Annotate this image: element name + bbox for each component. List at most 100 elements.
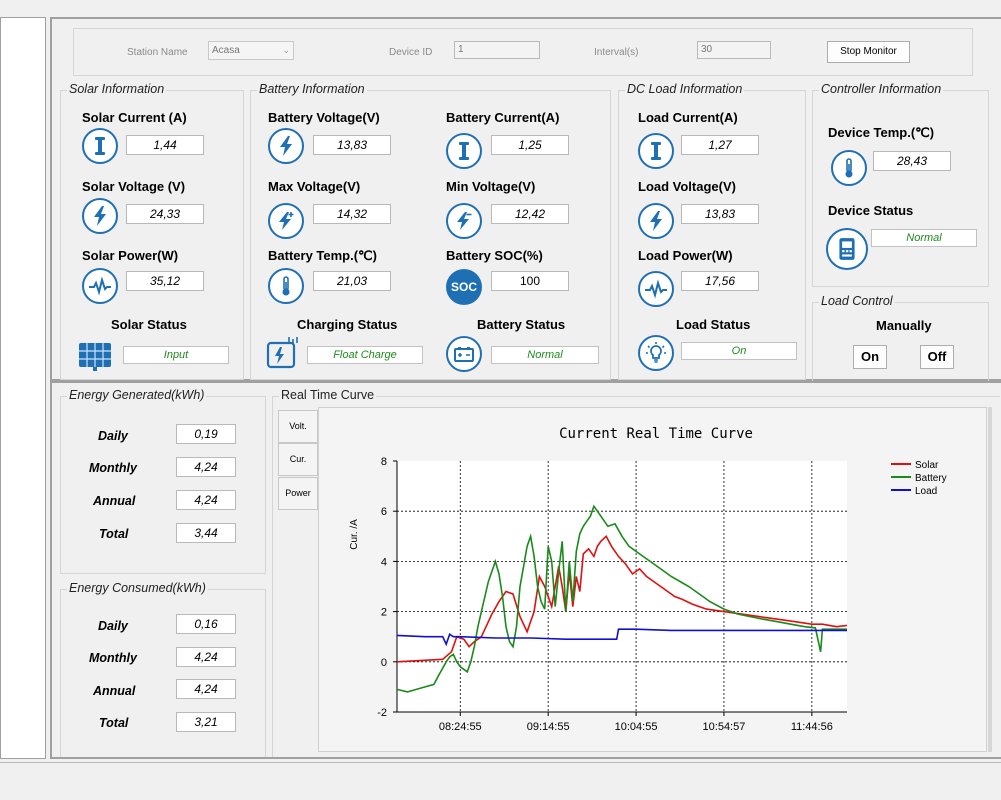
load-status-value: On (681, 342, 797, 360)
generated-monthly-value: 4,24 (176, 457, 236, 477)
current-i-icon (82, 128, 118, 164)
stop-monitor-button[interactable]: Stop Monitor (827, 41, 910, 63)
generated-total-label: Total (99, 527, 129, 541)
x-tick-label: 10:04:55 (615, 721, 658, 733)
device-temp-value: 28,43 (873, 151, 951, 171)
load-power-value: 17,56 (681, 271, 759, 291)
min-voltage-value: 12,42 (491, 204, 569, 224)
consumed-total-label: Total (99, 716, 129, 730)
consumed-monthly-label: Monthly (89, 651, 137, 665)
generated-annual-label: Annual (93, 494, 136, 508)
max-voltage-value: 14,32 (313, 204, 391, 224)
y-tick-label: 8 (381, 456, 387, 468)
generated-annual-value: 4,24 (176, 490, 236, 510)
load-power-label: Load Power(W) (638, 248, 733, 263)
energy-curve-panel (50, 381, 1001, 759)
current-i-icon (446, 133, 482, 169)
y-tick-label: -2 (377, 707, 387, 719)
controller-info-group: Controller Information (812, 82, 989, 287)
series-line-load (396, 628, 847, 647)
device-status-value: Normal (871, 229, 977, 247)
left-pane (0, 17, 46, 759)
energy-consumed-title: Energy Consumed(kWh) (67, 581, 208, 595)
load-voltage-label: Load Voltage(V) (638, 179, 736, 194)
current-i-icon (638, 133, 674, 169)
controller-info-title: Controller Information (819, 82, 944, 96)
load-status-label: Load Status (676, 317, 751, 332)
charging-status-label: Charging Status (297, 317, 398, 332)
chart-area: Current Real Time Curve Cur. /A -2 0 2 4 6 8 08:… (318, 407, 987, 752)
device-id-field[interactable]: 1 (454, 41, 540, 59)
x-tick-label: 09:14:55 (527, 721, 570, 733)
generated-daily-label: Daily (98, 429, 128, 443)
solar-panel-icon (77, 338, 113, 374)
min-voltage-label: Min Voltage(V) (446, 179, 536, 194)
battery-icon (446, 336, 482, 372)
station-name-value: Acasa (212, 45, 240, 56)
tab-current[interactable]: Cur. (278, 443, 318, 476)
lightning-icon (82, 198, 118, 234)
solar-info-title: Solar Information (67, 82, 167, 96)
real-time-curve-group: Real Time Curve (272, 388, 1000, 757)
interval-label: Interval(s) (594, 47, 639, 58)
consumed-total-value: 3,21 (176, 712, 236, 732)
energy-consumed-group: Energy Consumed(kWh) (60, 581, 266, 757)
status-bar-divider (0, 762, 1001, 763)
thermometer-icon (831, 150, 867, 186)
load-control-group: Load Control (812, 294, 989, 381)
interval-field[interactable]: 30 (697, 41, 771, 59)
solar-current-value: 1,44 (126, 135, 204, 155)
station-name-select[interactable]: Acasa ⌄ (208, 41, 294, 60)
status-panel (50, 17, 1001, 381)
dc-load-info-group: DC Load Information (618, 82, 806, 380)
generated-daily-value: 0,19 (176, 424, 236, 444)
chart-title: Current Real Time Curve (559, 426, 753, 442)
legend-label-battery: Battery (915, 473, 947, 484)
solar-power-value: 35,12 (126, 271, 204, 291)
battery-temp-label: Battery Temp.(℃) (268, 248, 377, 263)
tab-voltage[interactable]: Volt. (278, 410, 318, 443)
real-time-curve-title: Real Time Curve (279, 388, 377, 402)
soc-icon: SOC (446, 269, 482, 305)
tab-power[interactable]: Power (278, 477, 318, 510)
consumed-annual-value: 4,24 (176, 679, 236, 699)
battery-temp-value: 21,03 (313, 271, 391, 291)
consumed-annual-label: Annual (93, 684, 136, 698)
chart-scrollbar[interactable] (988, 407, 992, 752)
plot-background (397, 461, 847, 712)
lightning-minus-icon (446, 203, 482, 239)
battery-status-value: Normal (491, 346, 599, 364)
load-control-mode: Manually (876, 318, 932, 333)
legend-label-solar: Solar (915, 460, 939, 471)
load-voltage-value: 13,83 (681, 204, 759, 224)
thermometer-icon (268, 268, 304, 304)
solar-voltage-label: Solar Voltage (V) (82, 179, 186, 194)
max-voltage-label: Max Voltage(V) (268, 179, 361, 194)
series-line-solar (396, 534, 848, 663)
battery-voltage-value: 13,83 (313, 135, 391, 155)
generated-monthly-label: Monthly (89, 461, 137, 475)
chevron-down-icon: ⌄ (282, 45, 290, 55)
y-tick-label: 0 (381, 657, 387, 669)
solar-status-label: Solar Status (111, 317, 187, 332)
charging-icon (265, 335, 301, 371)
load-off-button[interactable]: Off (920, 345, 954, 369)
dc-load-info-title: DC Load Information (625, 82, 745, 96)
energy-generated-title: Energy Generated(kWh) (67, 388, 207, 402)
solar-voltage-value: 24,33 (126, 204, 204, 224)
controller-device-icon (826, 228, 868, 270)
load-control-title: Load Control (819, 294, 895, 308)
legend-label-load: Load (915, 486, 937, 497)
y-tick-label: 4 (381, 556, 387, 568)
battery-current-value: 1,25 (491, 135, 569, 155)
lightning-icon (638, 203, 674, 239)
load-on-button[interactable]: On (853, 345, 887, 369)
consumed-monthly-value: 4,24 (176, 647, 236, 667)
device-status-label: Device Status (828, 203, 914, 218)
pulse-icon (82, 268, 118, 304)
monitor-settings-box (73, 28, 973, 76)
consumed-daily-label: Daily (98, 619, 128, 633)
battery-current-label: Battery Current(A) (446, 110, 560, 125)
series-line-battery (396, 504, 847, 693)
x-tick-label: 10:54:57 (703, 721, 746, 733)
